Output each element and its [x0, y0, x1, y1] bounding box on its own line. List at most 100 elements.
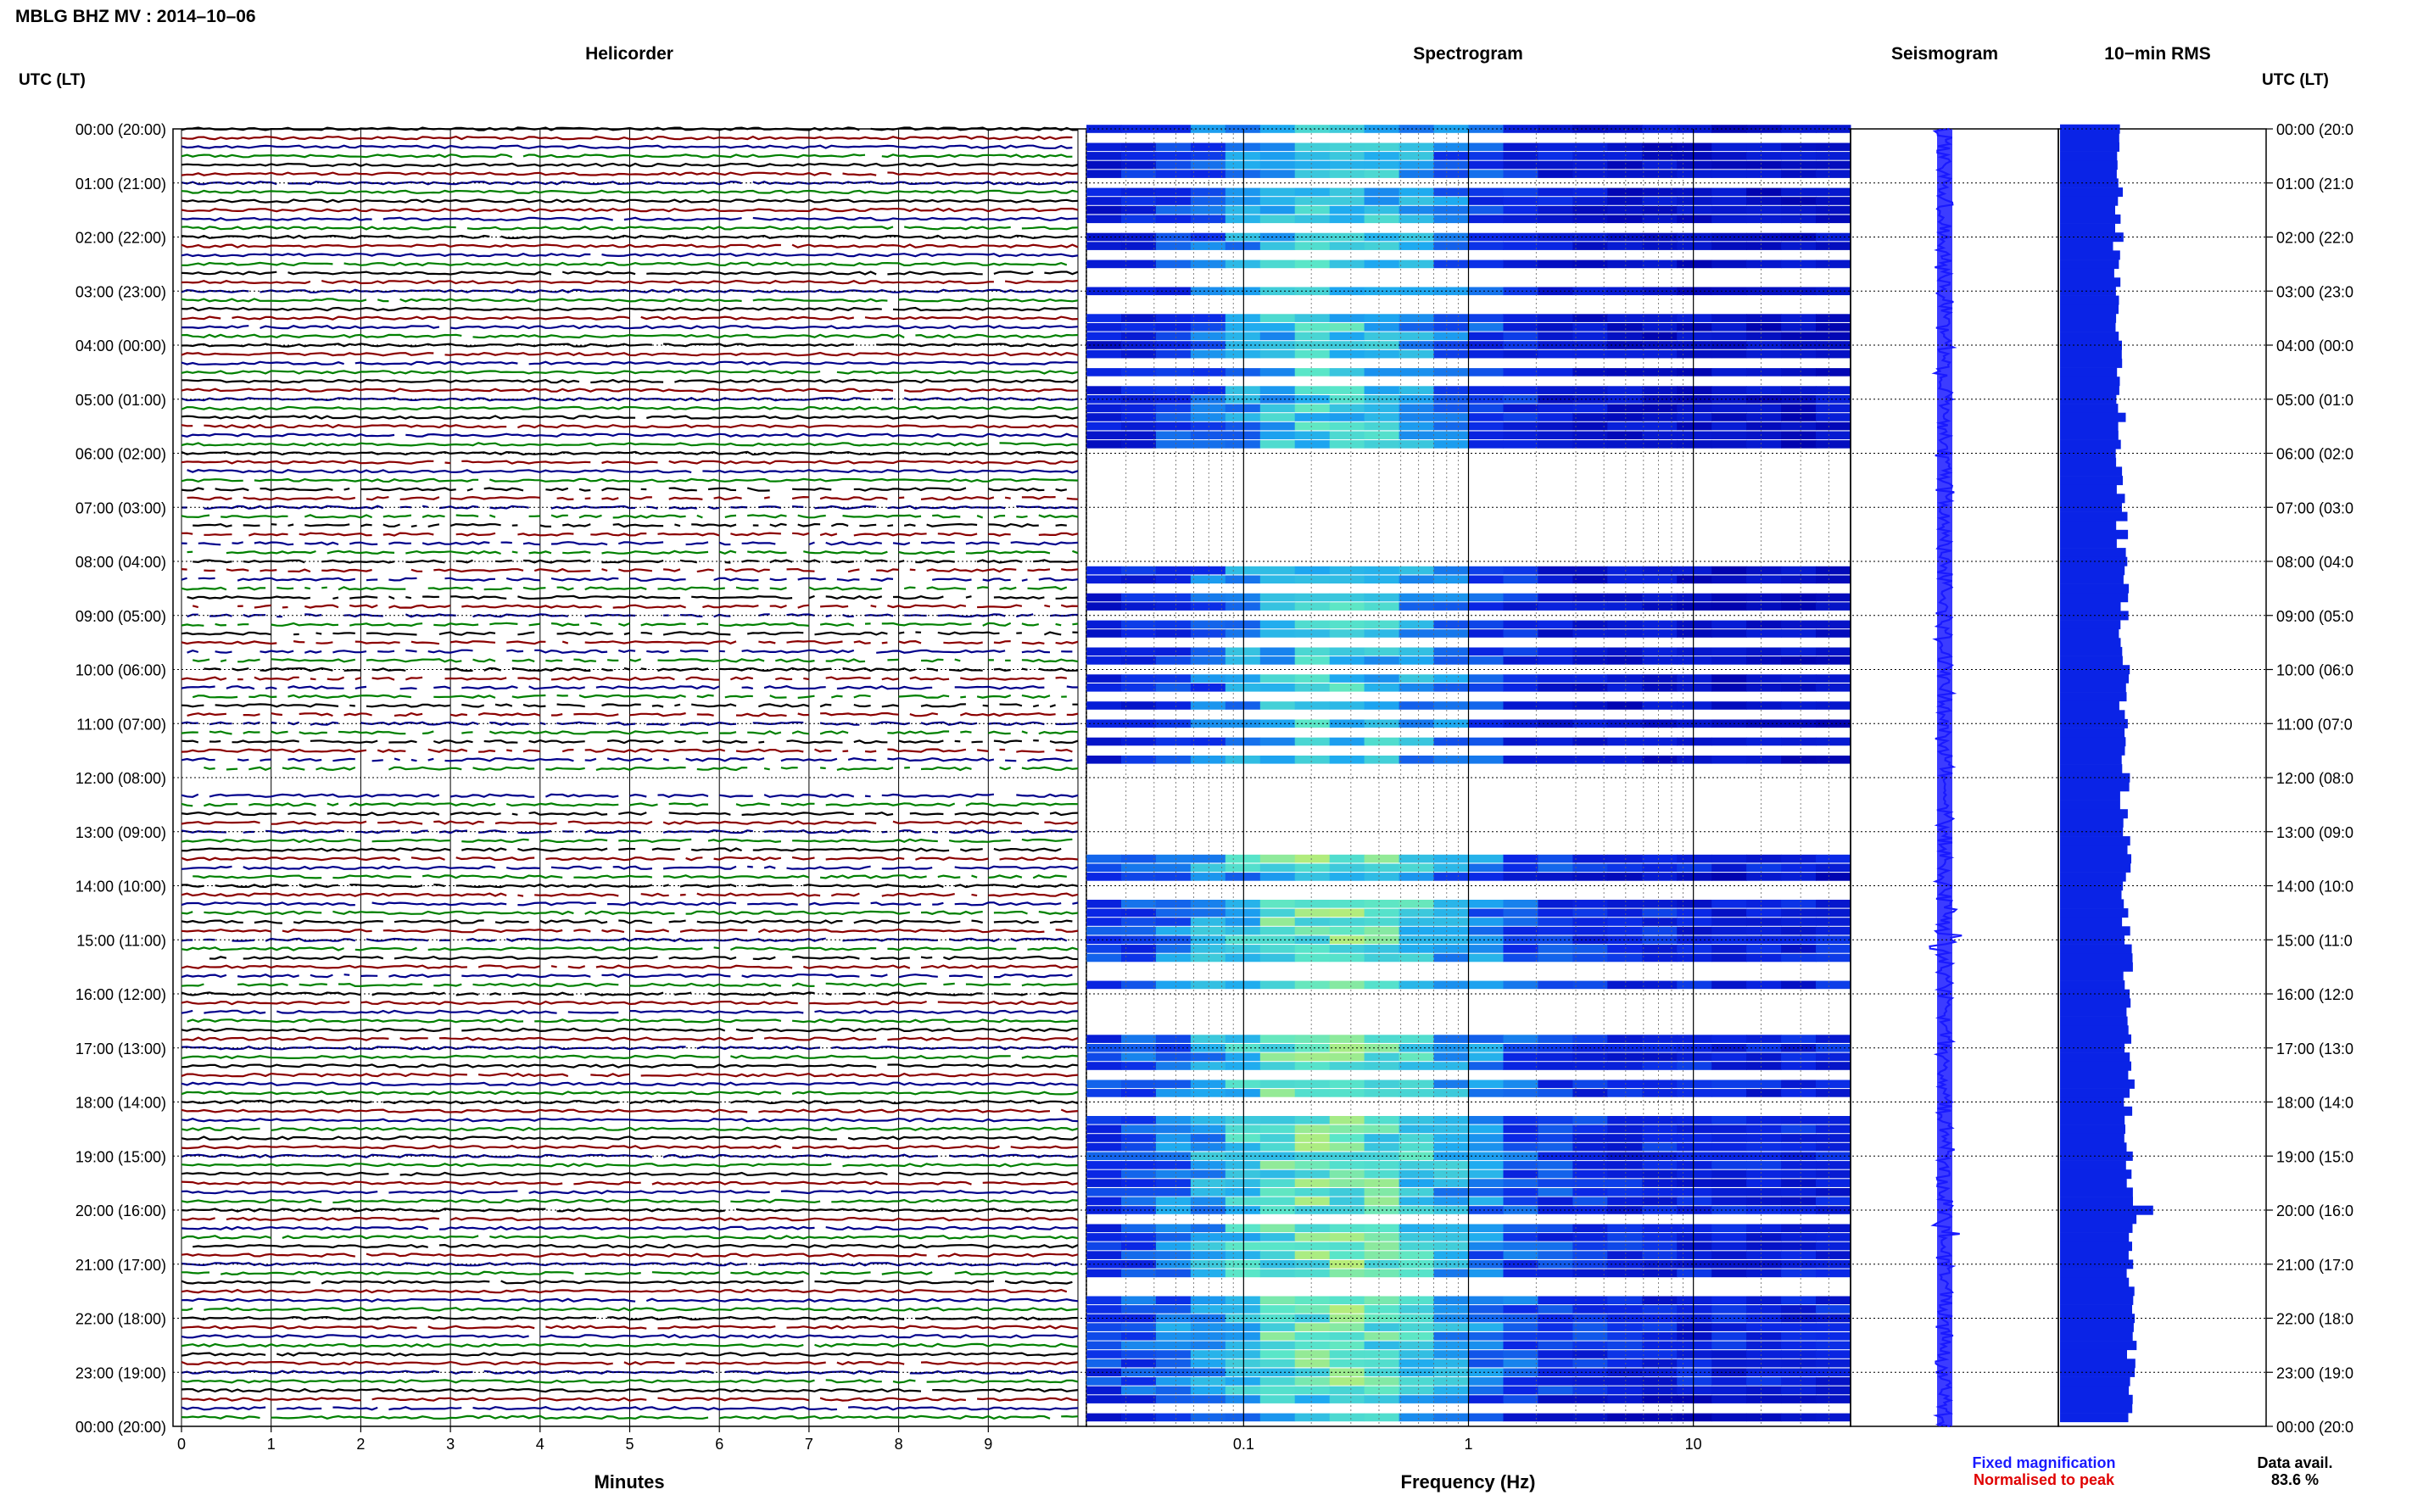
- spectrogram-cell: [1816, 1152, 1851, 1161]
- spectrogram-cell: [1816, 900, 1851, 908]
- spectrogram-cell: [1538, 142, 1573, 152]
- spectrogram-cell: [1433, 945, 1469, 953]
- spectrogram-cell: [1225, 1035, 1261, 1043]
- spectrogram-cell: [1155, 421, 1192, 431]
- spectrogram-cell: [1225, 1080, 1261, 1089]
- right-time-tick-label: 04:00 (00:0: [2276, 338, 2353, 354]
- spectrogram-cell: [1086, 341, 1122, 349]
- helicorder-trace: [187, 711, 1079, 717]
- spectrogram-cell: [1642, 142, 1678, 152]
- spectrogram-cell: [1155, 647, 1192, 656]
- spectrogram-cell: [1329, 737, 1365, 746]
- spectrogram-cell: [1572, 918, 1608, 926]
- spectrogram-cell: [1155, 602, 1192, 611]
- spectrogram-cell: [1086, 756, 1122, 764]
- spectrogram-cell: [1190, 945, 1226, 953]
- spectrogram-cell: [1711, 1161, 1747, 1169]
- spectrogram-cell: [1259, 1395, 1296, 1403]
- spectrogram-cell: [1364, 1116, 1400, 1124]
- spectrogram-cell: [1364, 737, 1400, 746]
- spectrogram-cell: [1711, 1377, 1747, 1386]
- spectrogram-cell: [1746, 945, 1782, 953]
- spectrogram-cell: [1538, 205, 1573, 215]
- spectrogram-cell: [1121, 1296, 1157, 1305]
- spectrogram-cell: [1086, 908, 1122, 918]
- spectrogram-cell: [1364, 1142, 1400, 1152]
- spectrogram-cell: [1155, 854, 1192, 863]
- spectrogram-cell: [1746, 647, 1782, 656]
- spectrogram-cell: [1468, 756, 1504, 764]
- spectrogram-cell: [1503, 935, 1538, 945]
- spectrogram-cell: [1433, 1179, 1469, 1187]
- spectrogram-cell: [1572, 1089, 1608, 1097]
- spectrogram-cell: [1677, 873, 1712, 881]
- spectrogram-cell: [1364, 1323, 1400, 1331]
- spectrogram-cell: [1121, 1233, 1157, 1241]
- spectrogram-cell: [1746, 575, 1782, 584]
- legend-fixed-magnification: Fixed magnification: [1972, 1454, 2115, 1471]
- spectrogram-cell: [1503, 287, 1538, 296]
- spectrogram-cell: [1781, 1359, 1817, 1368]
- spectrogram-cell: [1572, 332, 1608, 341]
- spectrogram-cell: [1781, 421, 1817, 431]
- spectrogram-cell: [1190, 1377, 1226, 1386]
- spectrogram-cell: [1746, 683, 1782, 692]
- spectrogram-cell: [1607, 863, 1643, 873]
- right-time-tick-label: 14:00 (10:0: [2276, 879, 2353, 895]
- spectrogram-cell: [1816, 1332, 1851, 1341]
- spectrogram-cell: [1364, 421, 1400, 431]
- spectrogram-cell: [1781, 170, 1817, 178]
- spectrogram-cell: [1642, 413, 1678, 421]
- spectrogram-cell: [1259, 908, 1296, 918]
- spectrogram-cell: [1607, 953, 1643, 962]
- spectrogram-cell: [1121, 945, 1157, 953]
- spectrogram-cell: [1329, 629, 1365, 638]
- spectrogram-cell: [1121, 926, 1157, 935]
- spectrogram-cell: [1121, 1197, 1157, 1206]
- spectrogram-cell: [1677, 160, 1712, 170]
- spectrogram-cell: [1711, 349, 1747, 359]
- spectrogram-cell: [1781, 737, 1817, 746]
- spectrogram-cell: [1399, 413, 1435, 421]
- spectrogram-cell: [1329, 1052, 1365, 1062]
- spectrogram-cell: [1294, 1179, 1331, 1187]
- spectrogram-cell: [1816, 1169, 1851, 1179]
- spectrogram-cell: [1399, 1323, 1435, 1331]
- spectrogram-cell: [1781, 404, 1817, 413]
- spectrogram-cell: [1781, 593, 1817, 602]
- spectrogram-cell: [1503, 1224, 1538, 1233]
- rms-bar: [2060, 1178, 2127, 1188]
- spectrogram-cell: [1572, 873, 1608, 881]
- spectrogram-cell: [1121, 1152, 1157, 1161]
- helicorder-trace: [187, 495, 1079, 501]
- spectrogram-cell: [1746, 701, 1782, 710]
- spectrogram-cell: [1086, 900, 1122, 908]
- figure-title: MBLG BHZ MV : 2014–10–06: [15, 7, 256, 26]
- spectrogram-cell: [1781, 1305, 1817, 1314]
- spectrogram-cell: [1711, 756, 1747, 764]
- rms-bar: [2060, 1259, 2134, 1269]
- spectrogram-cell: [1503, 242, 1538, 250]
- spectrogram-cell: [1364, 242, 1400, 250]
- spectrogram-cell: [1155, 737, 1192, 746]
- spectrogram-cell: [1364, 1188, 1400, 1197]
- spectrogram-cell: [1642, 1251, 1678, 1259]
- spectrogram-cell: [1538, 1161, 1573, 1169]
- spectrogram-cell: [1642, 1386, 1678, 1395]
- spectrogram-cell: [1572, 1142, 1608, 1152]
- spectrogram-cell: [1155, 1089, 1192, 1097]
- spectrogram-cell: [1642, 1323, 1678, 1331]
- spectrogram-cell: [1642, 1413, 1678, 1422]
- spectrogram-cell: [1816, 918, 1851, 926]
- spectrogram-cell: [1190, 1124, 1226, 1134]
- spectrogram-cell: [1294, 314, 1331, 322]
- spectrogram-cell: [1329, 674, 1365, 683]
- spectrogram-cell: [1155, 1251, 1192, 1259]
- spectrogram-cell: [1399, 1332, 1435, 1341]
- helicorder-trace: [181, 207, 1079, 213]
- spectrogram-cell: [1677, 1251, 1712, 1259]
- spectrogram-cell: [1433, 1332, 1469, 1341]
- helicorder-trace: [181, 820, 1079, 825]
- spectrogram-cell: [1781, 142, 1817, 152]
- rms-bar: [2060, 1151, 2133, 1161]
